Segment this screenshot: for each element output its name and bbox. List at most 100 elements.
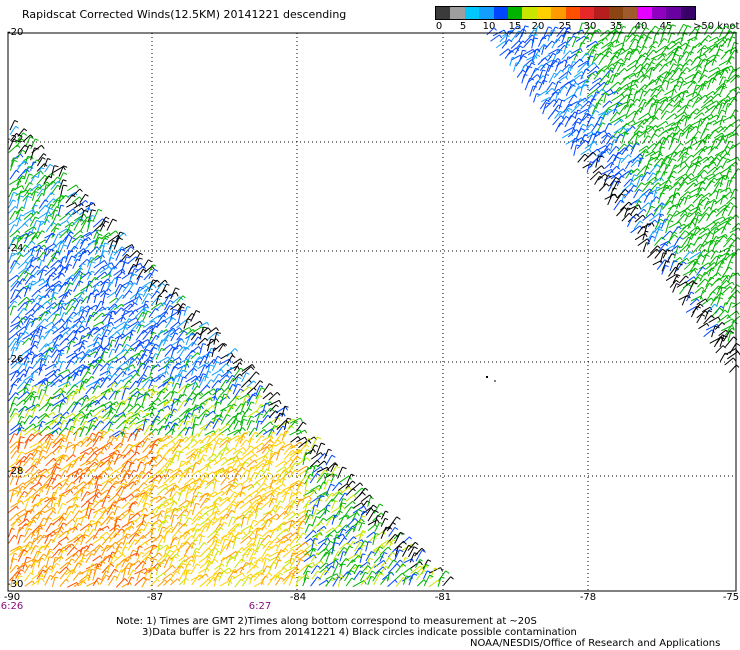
wind-vector (85, 229, 97, 238)
wind-vector (394, 540, 404, 551)
wind-vector (87, 341, 99, 348)
wind-vector (101, 293, 106, 306)
wind-vector (366, 531, 375, 539)
wind-barb (259, 537, 265, 540)
wind-vector (22, 192, 31, 202)
wind-barb (493, 27, 497, 31)
wind-barb (256, 481, 261, 486)
wind-barb (41, 358, 47, 361)
wind-vector (73, 219, 81, 231)
wind-barb (208, 464, 212, 469)
wind-barb (179, 327, 183, 332)
wind-barb (40, 557, 45, 560)
wind-barb (59, 542, 63, 546)
wind-vector (143, 450, 151, 460)
wind-barb (250, 547, 255, 551)
wind-vector (191, 462, 197, 474)
wind-vector (113, 303, 122, 310)
wind-vector (50, 404, 59, 412)
wind-vector (23, 182, 30, 192)
wind-vector (120, 254, 128, 263)
wind-vector (79, 326, 89, 334)
wind-barb (164, 289, 168, 293)
wind-vector (65, 250, 70, 263)
wind-vector (261, 421, 271, 430)
wind-vector (17, 261, 27, 269)
wind-barb (145, 303, 149, 309)
wind-vector (24, 528, 30, 538)
wind-vector (318, 481, 324, 491)
wind-vector (121, 272, 132, 280)
wind-barb (113, 326, 117, 330)
legend-swatch (608, 7, 624, 19)
wind-barb (212, 405, 216, 409)
wind-vector (30, 138, 36, 149)
wind-vector (262, 472, 269, 485)
wind-barb (113, 555, 118, 558)
wind-barb (69, 430, 74, 433)
wind-barb (232, 516, 236, 519)
wind-barb (97, 229, 102, 232)
wind-barb (82, 251, 87, 254)
wind-barb (183, 393, 187, 397)
wind-barb (122, 271, 126, 275)
wind-barb (169, 300, 174, 303)
wind-vector (31, 289, 39, 298)
wind-barb (63, 244, 68, 247)
wind-barb (142, 311, 147, 315)
wind-barb (300, 558, 305, 562)
wind-vector (262, 383, 270, 393)
wind-barb (61, 393, 65, 398)
wind-barb (329, 534, 333, 537)
wind-barb (88, 437, 93, 441)
wind-barb (302, 532, 307, 536)
wind-barb (155, 343, 159, 347)
wind-vector (211, 442, 217, 456)
wind-barb (233, 447, 237, 452)
wind-vector (198, 506, 207, 514)
wind-vector (128, 372, 138, 383)
wind-barb (172, 565, 176, 569)
wind-vector (246, 420, 252, 431)
wind-vector (183, 477, 193, 486)
wind-vector (136, 268, 144, 280)
wind-vector (177, 535, 182, 546)
wind-barb (16, 564, 20, 568)
wind-barb (91, 261, 96, 264)
wind-barb (388, 557, 393, 562)
wind-barb (45, 184, 51, 187)
wind-barb (112, 339, 117, 342)
wind-vector (234, 578, 242, 588)
wind-barb (134, 501, 138, 505)
wind-barb (25, 168, 30, 173)
wind-barb (154, 325, 159, 328)
wind-barb (20, 569, 25, 572)
wind-vector (65, 485, 75, 496)
wind-barb (20, 436, 25, 439)
wind-vector (402, 567, 411, 575)
wind-barb (60, 300, 65, 303)
wind-barb (26, 518, 30, 523)
wind-barb (215, 502, 220, 506)
wind-barb (36, 159, 40, 163)
wind-barb (153, 385, 158, 388)
wind-vector (128, 302, 136, 311)
wind-barb (79, 188, 83, 192)
wind-vector (296, 436, 306, 443)
wind-vector (8, 144, 18, 154)
wind-barb (16, 144, 21, 149)
wind-barb (99, 476, 103, 480)
wind-barb (287, 417, 292, 420)
wind-barb (352, 480, 356, 484)
wind-barb (49, 274, 55, 278)
wind-barb (270, 462, 273, 466)
wind-vector (65, 317, 70, 329)
wind-barb (187, 420, 191, 423)
wind-vector (58, 291, 69, 299)
wind-vector (121, 493, 132, 501)
wind-vector (37, 504, 47, 516)
wind-barb (243, 418, 248, 421)
wind-vector (106, 380, 116, 388)
wind-barb (13, 534, 18, 538)
wind-barb (215, 533, 220, 536)
